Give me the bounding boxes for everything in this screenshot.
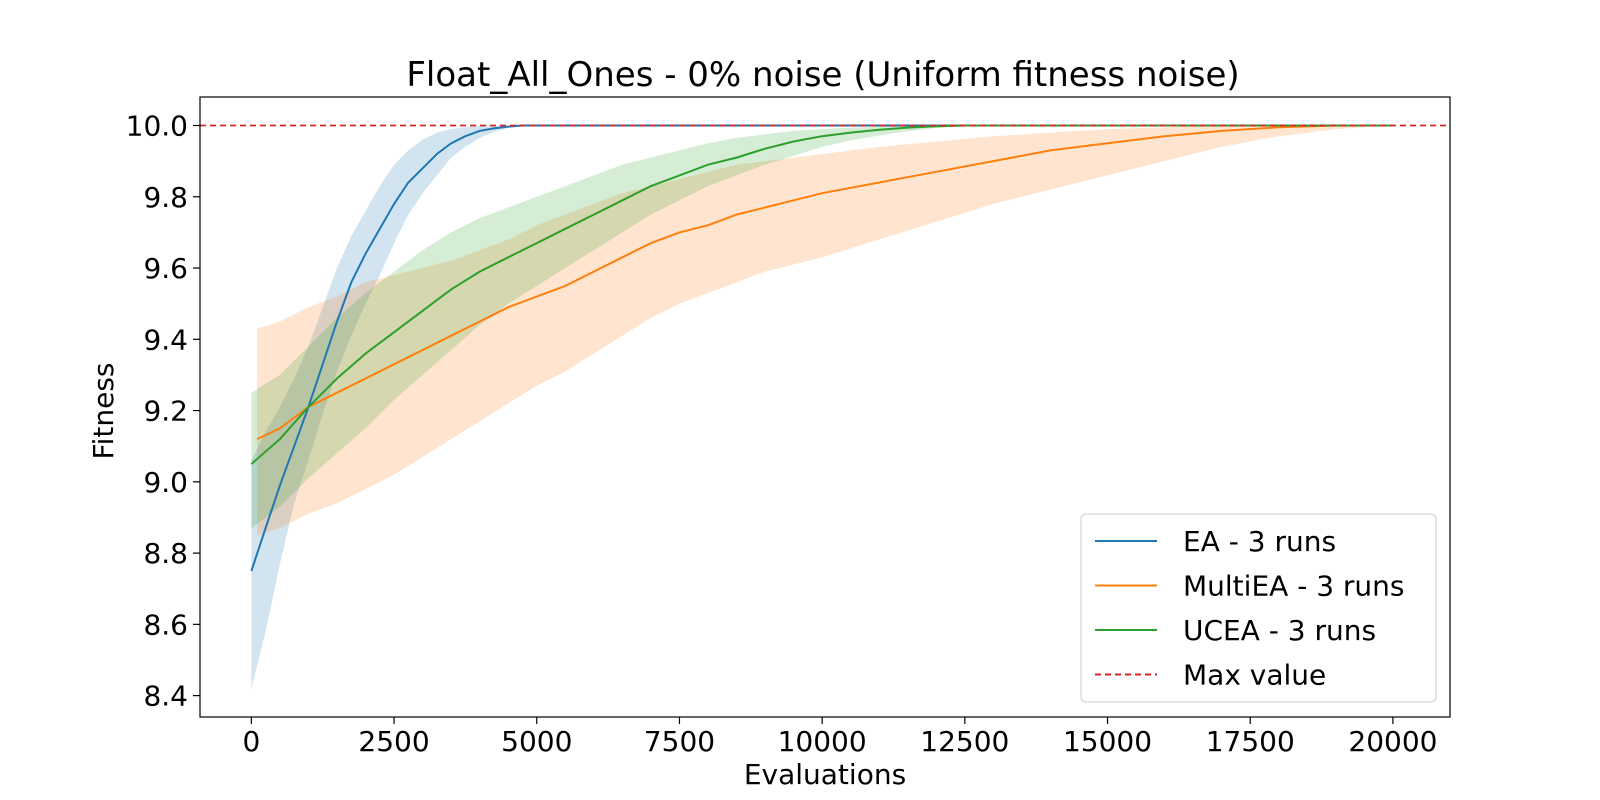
legend-label: UCEA - 3 runs (1183, 614, 1376, 647)
band-multiea (257, 125, 1393, 536)
x-tick-label: 2500 (358, 725, 429, 758)
legend-label: EA - 3 runs (1183, 525, 1336, 558)
plot-frame (199, 96, 1451, 718)
x-axis-label: Evaluations (744, 758, 906, 791)
legend-label: Max value (1183, 659, 1326, 692)
y-tick-label: 8.4 (143, 680, 188, 713)
x-tick-label: 5000 (501, 725, 572, 758)
line-multiea (256, 124, 1393, 441)
y-tick-label: 8.8 (143, 537, 188, 570)
x-tick-label: 12500 (920, 725, 1009, 758)
x-tick-label: 10000 (778, 725, 867, 758)
y-axis-ticks: 8.4 8.6 8.8 9.0 9.2 9.4 9.6 9.8 10.0 (126, 110, 200, 713)
y-tick-label: 8.6 (143, 608, 188, 641)
x-tick-label: 17500 (1206, 725, 1295, 758)
y-tick-label: 9.4 (143, 323, 188, 356)
legend: EA - 3 runs MultiEA - 3 runs UCEA - 3 runs… (1080, 513, 1437, 703)
legend-box (1080, 513, 1437, 703)
band-ucea (251, 125, 1393, 529)
x-tick-label: 15000 (1063, 725, 1152, 758)
x-tick-label: 7500 (644, 725, 715, 758)
chart-title: Float_All_Ones - 0% noise (Uniform fitne… (406, 55, 1239, 95)
y-tick-label: 9.0 (143, 466, 188, 499)
line-ea (250, 124, 1393, 572)
x-tick-label: 0 (242, 725, 260, 758)
legend-label: MultiEA - 3 runs (1183, 570, 1405, 603)
y-tick-label: 9.8 (143, 181, 188, 214)
legend-items: EA - 3 runs MultiEA - 3 runs UCEA - 3 runs… (1095, 525, 1405, 692)
confidence-bands (251, 125, 1393, 689)
y-tick-label: 10.0 (126, 110, 188, 143)
y-tick-label: 9.6 (143, 252, 188, 285)
x-tick-label: 20000 (1348, 725, 1437, 758)
y-tick-label: 9.2 (143, 395, 188, 428)
x-axis-ticks: 0 2500 5000 7500 10000 12500 15000 17500 20000 (242, 717, 1437, 758)
y-axis-label: Fitness (87, 363, 120, 460)
